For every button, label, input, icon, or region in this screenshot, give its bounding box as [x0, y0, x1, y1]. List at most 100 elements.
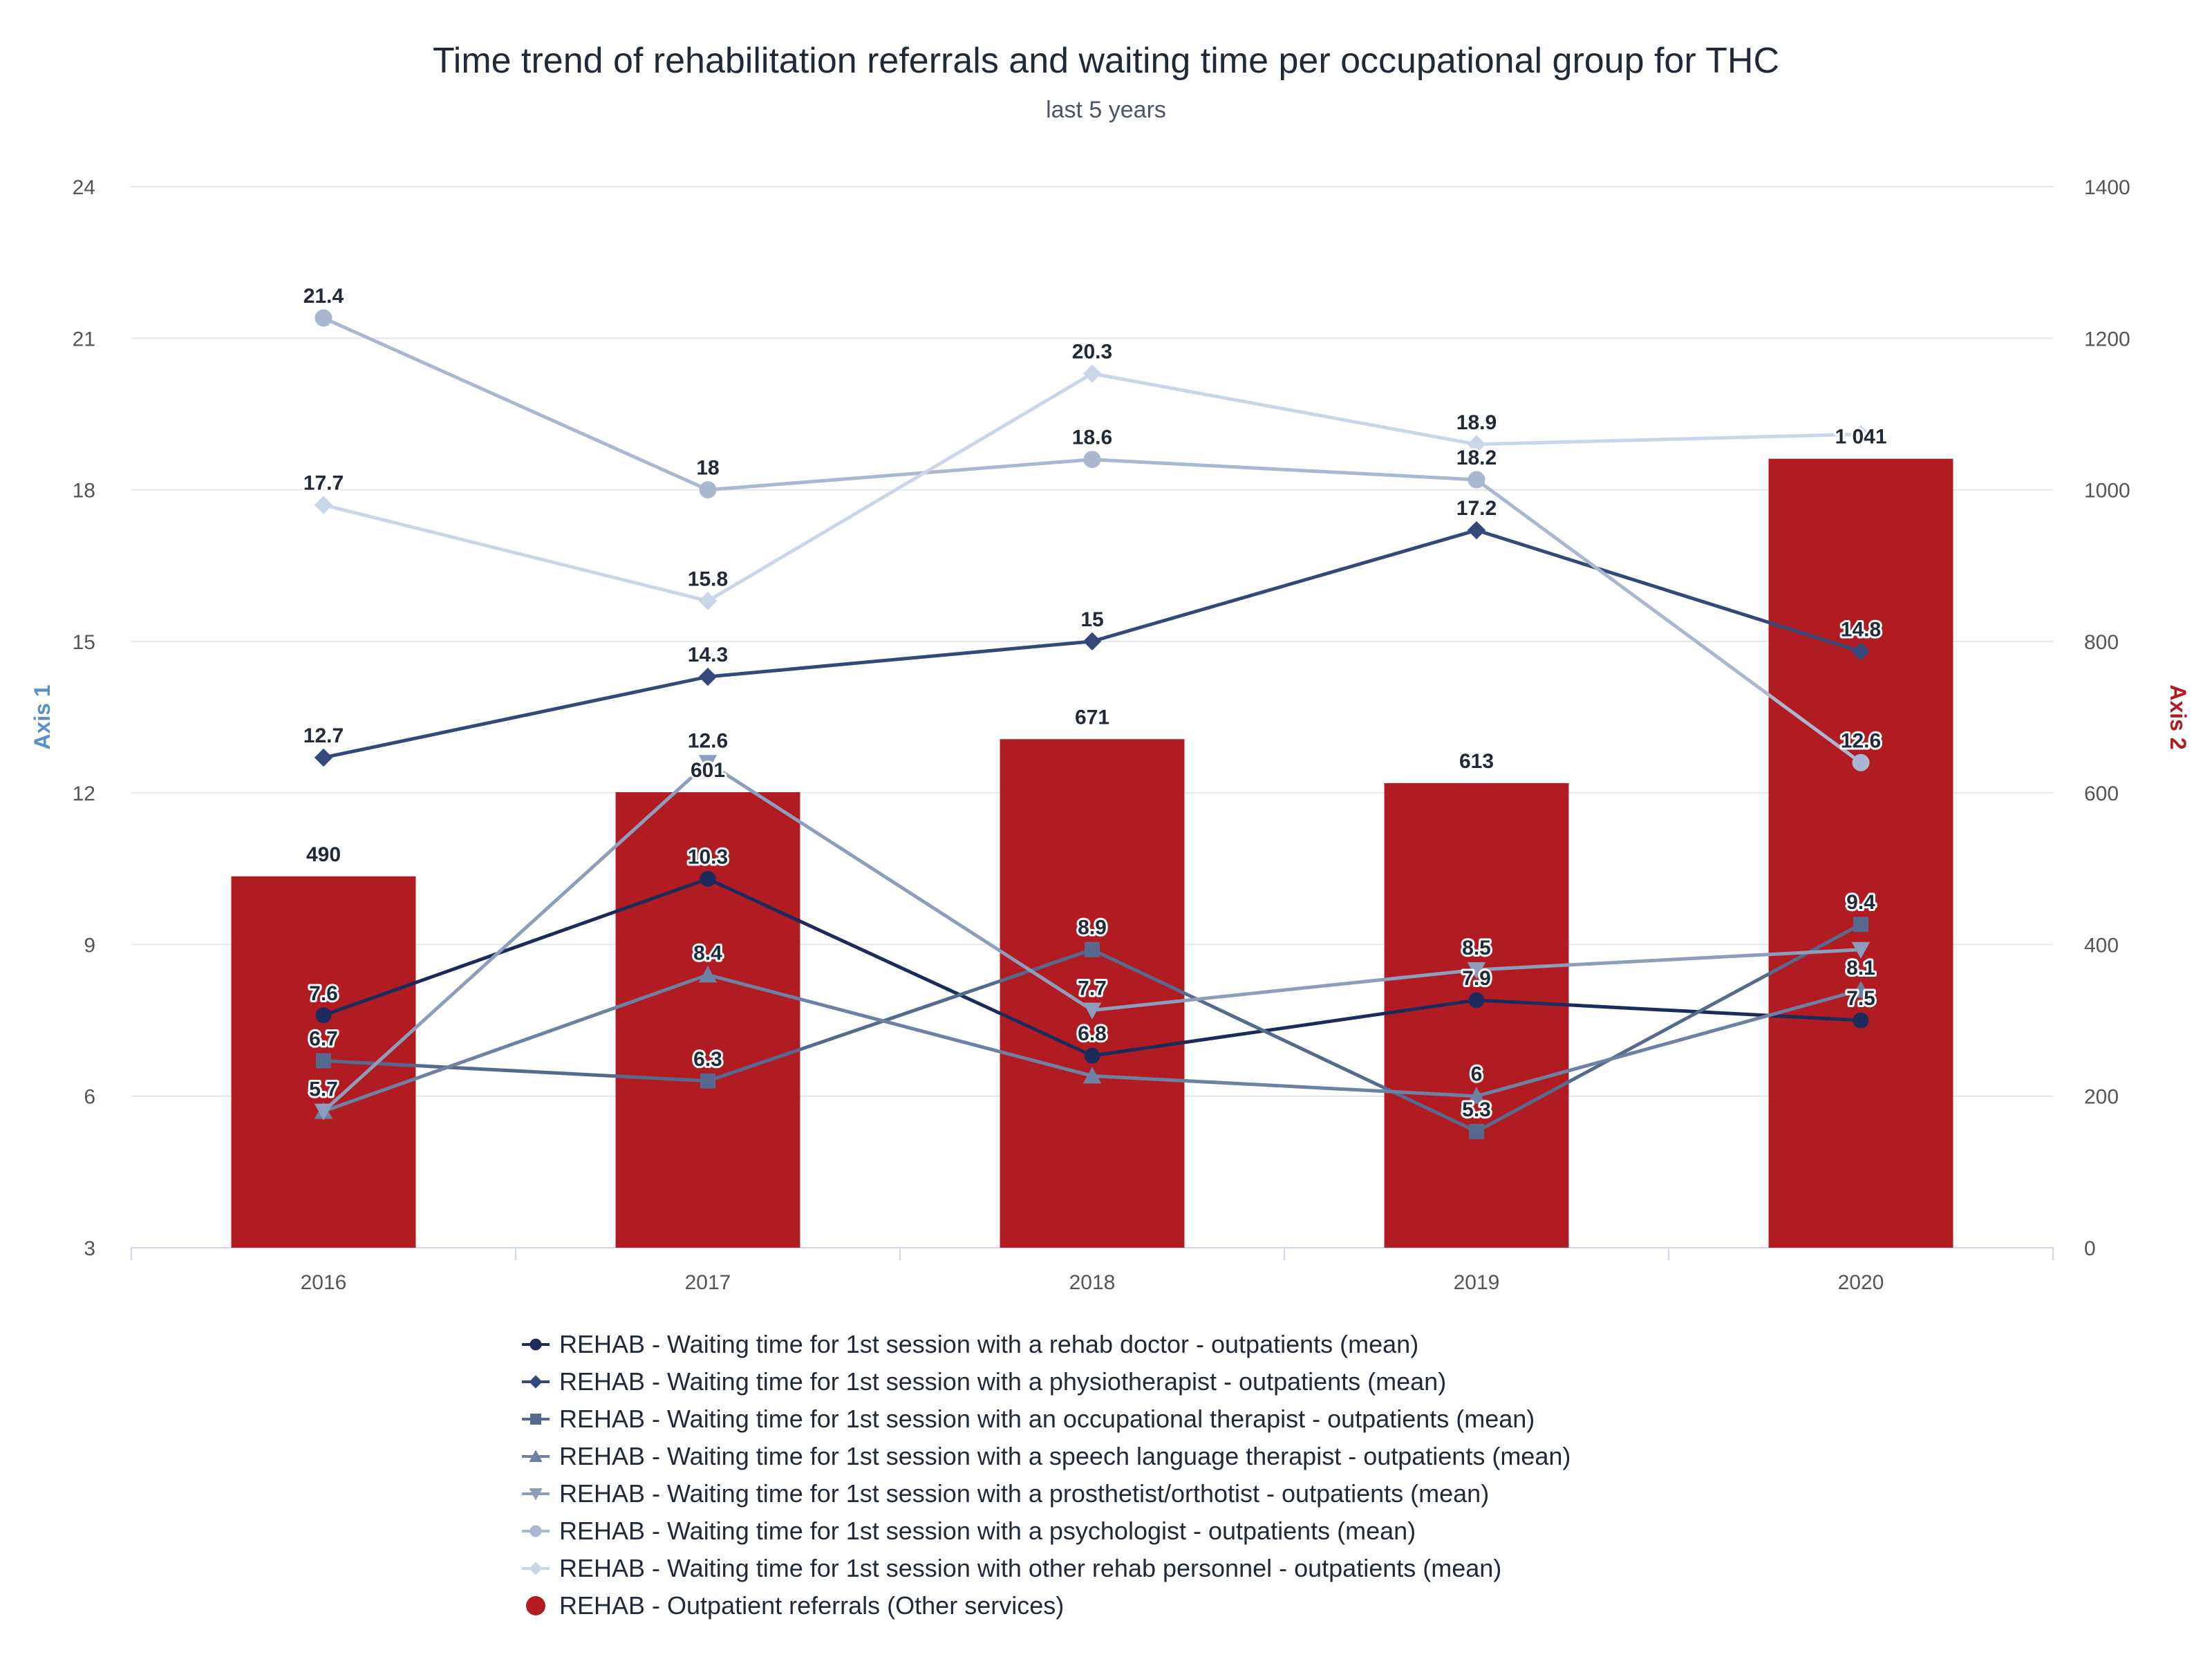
legend-label: REHAB - Outpatient referrals (Other serv…: [559, 1591, 1065, 1620]
legend-item[interactable]: REHAB - Waiting time for 1st session wit…: [522, 1475, 1571, 1512]
bar-data-label: 490: [306, 843, 341, 866]
data-label: 6: [1471, 1063, 1483, 1086]
legend-item[interactable]: REHAB - Waiting time for 1st session wit…: [522, 1326, 1571, 1363]
y-right-tick-label: 800: [2084, 631, 2119, 654]
data-point: [1467, 962, 1486, 980]
data-point: [315, 1007, 332, 1024]
data-point: [1468, 992, 1485, 1009]
legend-label: REHAB - Waiting time for 1st session wit…: [559, 1479, 1490, 1508]
legend-label: REHAB - Waiting time for 1st session wit…: [559, 1405, 1535, 1433]
y-left-axis-title: Axis 1: [30, 684, 55, 749]
data-point: [1467, 1087, 1486, 1104]
data-point: [1082, 1067, 1102, 1084]
data-label: 5.3: [1462, 1098, 1491, 1121]
y-left-tick-label: 24: [73, 176, 95, 199]
data-point: [1853, 1012, 1869, 1029]
y-left-tick-label: 6: [84, 1086, 95, 1109]
bar-data-label: 613: [1459, 750, 1494, 773]
triangle-down-marker-icon: [522, 1488, 550, 1501]
data-point: [700, 870, 716, 887]
data-point: [529, 1450, 543, 1462]
data-label: 20.3: [1072, 340, 1112, 363]
data-point: [698, 592, 718, 610]
data-point: [314, 748, 333, 767]
data-point: [698, 966, 718, 983]
y-left-tick-label: 18: [73, 480, 95, 503]
y-left-tick-label: 9: [84, 934, 95, 957]
circle-marker-icon: [522, 1338, 550, 1351]
data-label: 10.3: [688, 845, 728, 868]
data-point: [1467, 521, 1486, 540]
data-point: [1851, 424, 1871, 444]
data-label: 8.1: [1846, 957, 1875, 980]
data-label: 5.7: [309, 1078, 338, 1101]
data-label: 18: [696, 457, 719, 480]
legend-item[interactable]: REHAB - Waiting time for 1st session wit…: [522, 1512, 1571, 1550]
data-label: 7.9: [1462, 967, 1491, 990]
data-point: [1085, 941, 1100, 957]
big-circle-marker-icon: [526, 1596, 545, 1615]
legend-item[interactable]: REHAB - Waiting time for 1st session wit…: [522, 1400, 1571, 1438]
legend-label: REHAB - Waiting time for 1st session wit…: [559, 1554, 1502, 1582]
bar-data-label: 1 041: [1835, 426, 1886, 449]
series-line: [322, 316, 1862, 765]
legend-item[interactable]: REHAB - Waiting time for 1st session wit…: [522, 1438, 1571, 1475]
data-label: 7.6: [309, 982, 338, 1005]
y-right-tick-label: 400: [2084, 934, 2119, 957]
y-right-tick-label: 600: [2084, 782, 2119, 805]
data-label: 18.2: [1456, 447, 1497, 469]
data-label: 17.2: [1456, 497, 1497, 520]
legend-label: REHAB - Waiting time for 1st session wit…: [559, 1330, 1419, 1358]
y-right-tick-label: 1200: [2084, 328, 2130, 350]
legend-dot: [526, 1596, 545, 1615]
data-label: 6.3: [693, 1048, 722, 1071]
series-line: [323, 371, 1862, 603]
data-label: 14.3: [688, 644, 728, 666]
y-right-tick-label: 1400: [2084, 176, 2130, 199]
data-point: [529, 1488, 543, 1501]
data-label: 6.7: [309, 1028, 338, 1051]
bar: [1768, 458, 1953, 1248]
data-label: 8.5: [1462, 937, 1491, 959]
triangle-marker-icon: [522, 1450, 550, 1462]
x-tick-label: 2016: [301, 1271, 347, 1294]
bar-data-label: 671: [1075, 706, 1109, 729]
data-label: 8.4: [693, 941, 722, 964]
data-point: [1084, 1047, 1100, 1064]
data-point: [1852, 753, 1870, 771]
legend-label: REHAB - Waiting time for 1st session wit…: [559, 1442, 1571, 1470]
bar-series: [231, 458, 1953, 1248]
data-point: [1469, 1123, 1484, 1139]
data-point: [1853, 917, 1868, 932]
data-point: [1082, 364, 1102, 383]
data-label: 21.4: [303, 285, 344, 308]
bar: [615, 792, 800, 1248]
data-point: [316, 1053, 331, 1069]
legend: REHAB - Waiting time for 1st session wit…: [522, 1326, 1571, 1624]
data-point: [529, 1375, 543, 1389]
data-label: 12.7: [303, 724, 344, 747]
data-point: [1082, 632, 1102, 651]
circle-marker-icon: [522, 1525, 550, 1537]
y-left-tick-label: 21: [73, 328, 95, 350]
data-point: [530, 1414, 541, 1425]
y-right-tick-label: 1000: [2084, 480, 2130, 503]
axes: 3 6 9 12 15 18 21 24 0 200 400 600 800 1000 1200 1400 20…: [30, 176, 2191, 1294]
data-point: [700, 1073, 715, 1089]
legend-item[interactable]: REHAB - Waiting time for 1st session wit…: [522, 1363, 1571, 1400]
data-label: 18.9: [1456, 411, 1497, 434]
legend-label: REHAB - Waiting time for 1st session wit…: [559, 1517, 1416, 1545]
data-point: [314, 1103, 333, 1121]
data-point: [314, 496, 333, 514]
chart-title: Time trend of rehabilitation referrals a…: [432, 41, 1780, 81]
data-labels: 7.6 10.3 6.8 7.9 7.5 12.7 14.3 15 17.2 14.8 6.7 6.3…: [301, 283, 1889, 1123]
legend-item[interactable]: REHAB - Outpatient referrals (Other serv…: [522, 1587, 1571, 1624]
data-point: [1851, 941, 1871, 959]
bar-data-label: 601: [691, 759, 725, 782]
legend-label: REHAB - Waiting time for 1st session wit…: [559, 1367, 1447, 1396]
y-left-tick-label: 12: [73, 782, 95, 805]
x-tick-label: 2019: [1454, 1271, 1500, 1294]
data-label: 17.7: [303, 472, 344, 495]
y-left-tick-label: 3: [84, 1237, 95, 1260]
legend-item[interactable]: REHAB - Waiting time for 1st session wit…: [522, 1550, 1571, 1587]
